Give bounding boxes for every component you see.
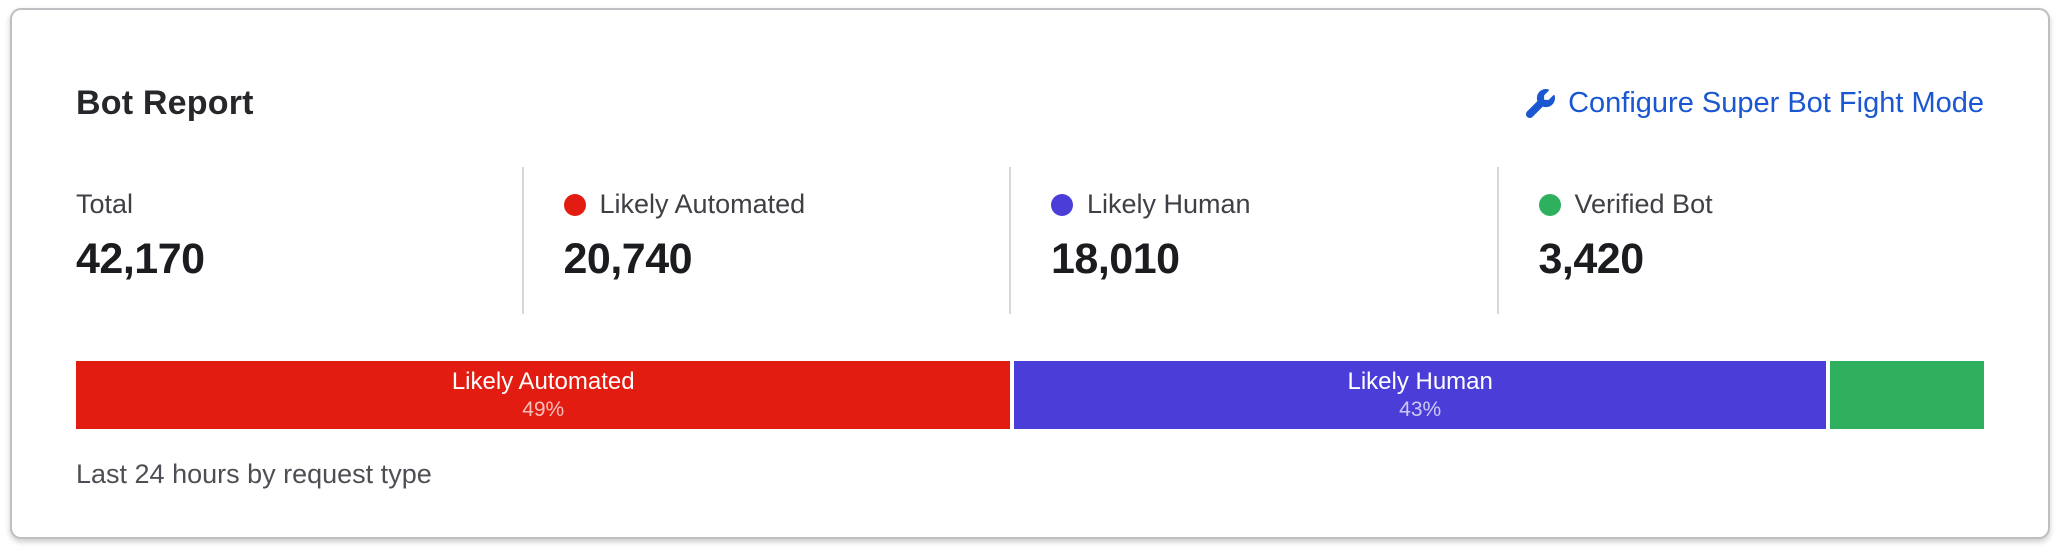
bar-segment-percent: 43% xyxy=(1399,398,1442,422)
card-header: Bot Report Configure Super Bot Fight Mod… xyxy=(76,84,1984,123)
stat-value: 42,170 xyxy=(76,235,205,283)
stat-label-row: Likely Human xyxy=(1051,189,1497,220)
bar-segment-verified-bot xyxy=(1829,361,1984,429)
stat-total: Total 42,170 xyxy=(76,167,522,314)
stat-value: 3,420 xyxy=(1538,235,1645,283)
legend-dot-verified-bot xyxy=(1538,193,1561,216)
stat-label: Likely Automated xyxy=(599,189,806,219)
stat-likely-human: Likely Human 18,010 xyxy=(1009,167,1497,314)
stat-label: Total xyxy=(76,189,134,219)
bar-segment-likely-automated: Likely Automated 49% xyxy=(76,361,1011,429)
stat-likely-automated: Likely Automated 20,740 xyxy=(521,167,1010,314)
bar-segment-label: Likely Human xyxy=(1347,368,1493,396)
caption: Last 24 hours by request type xyxy=(76,459,432,489)
bar-segment-likely-human: Likely Human 43% xyxy=(1014,361,1826,429)
wrench-icon xyxy=(1526,89,1556,118)
bar-segment-percent: 49% xyxy=(522,398,565,422)
stacked-bar: Likely Automated 49% Likely Human 43% xyxy=(76,361,1984,429)
card-title: Bot Report xyxy=(76,84,254,122)
configure-super-bot-fight-mode-link[interactable]: Configure Super Bot Fight Mode xyxy=(1526,87,1984,120)
bot-report-card: Bot Report Configure Super Bot Fight Mod… xyxy=(10,8,2050,539)
legend-dot-likely-human xyxy=(1051,193,1073,216)
stat-value: 20,740 xyxy=(563,235,693,283)
stat-label-row: Total xyxy=(76,189,522,220)
stat-label: Likely Human xyxy=(1087,189,1251,219)
stats-row: Total 42,170 Likely Automated 20,740 Lik… xyxy=(76,167,1984,314)
stat-value: 18,010 xyxy=(1051,235,1180,283)
legend-dot-likely-automated xyxy=(563,193,586,216)
configure-link-label: Configure Super Bot Fight Mode xyxy=(1568,87,1984,119)
stat-label-row: Verified Bot xyxy=(1538,189,1985,220)
stat-label: Verified Bot xyxy=(1574,189,1713,219)
stat-label-row: Likely Automated xyxy=(563,189,1010,220)
bar-segment-label: Likely Automated xyxy=(451,368,635,396)
stat-verified-bot: Verified Bot 3,420 xyxy=(1496,167,1985,314)
